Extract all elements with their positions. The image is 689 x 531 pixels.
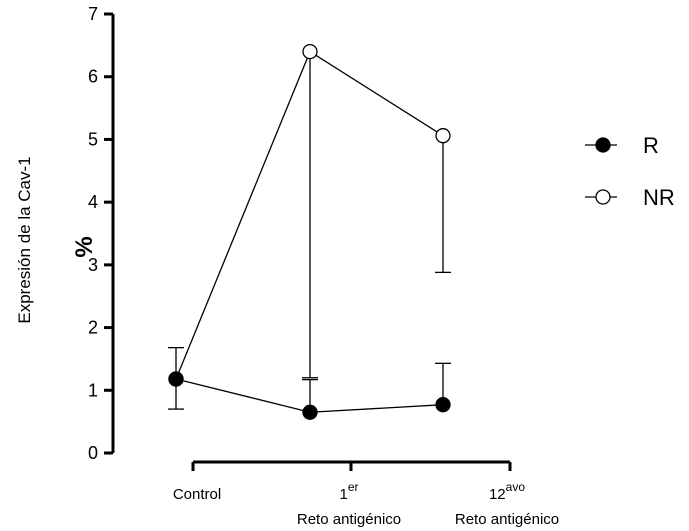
x-category-label: 12avo bbox=[489, 480, 525, 503]
data-point-nr bbox=[302, 43, 318, 60]
data-point-r bbox=[168, 371, 184, 387]
y-tick-label: 1 bbox=[88, 380, 98, 400]
x-category-sublabel: Reto antigénico bbox=[455, 511, 559, 528]
y-tick-label: 6 bbox=[88, 67, 98, 87]
legend-marker bbox=[595, 189, 611, 205]
error-bars bbox=[168, 51, 451, 413]
y-tick-label: 4 bbox=[88, 192, 98, 212]
y-tick-label: 7 bbox=[88, 4, 98, 24]
data-point-r bbox=[435, 397, 451, 413]
legend-label: R bbox=[643, 133, 659, 158]
y-tick-label: 5 bbox=[88, 129, 98, 149]
x-category-label: 1er bbox=[339, 480, 358, 503]
series-markers bbox=[168, 43, 451, 420]
legend-label: NR bbox=[643, 185, 675, 210]
x-category-label: Control bbox=[173, 486, 221, 503]
y-tick-label: 0 bbox=[88, 443, 98, 463]
y-tick-label: 2 bbox=[88, 318, 98, 338]
y-tick-label: 3 bbox=[88, 255, 98, 275]
x-category-sublabel: Reto antigénico bbox=[297, 511, 401, 528]
y-axis-unit: % bbox=[71, 236, 98, 257]
legend: R NR bbox=[585, 133, 675, 210]
data-point-r bbox=[302, 404, 318, 420]
data-point-nr bbox=[435, 128, 451, 144]
legend-marker bbox=[595, 137, 611, 153]
y-axis-title: Expresión de la Cav-1 bbox=[15, 156, 34, 323]
axes: 0 1 2 3 4 5 6 7 Control 1er Reto antigénico 12avo Re… bbox=[88, 4, 559, 528]
